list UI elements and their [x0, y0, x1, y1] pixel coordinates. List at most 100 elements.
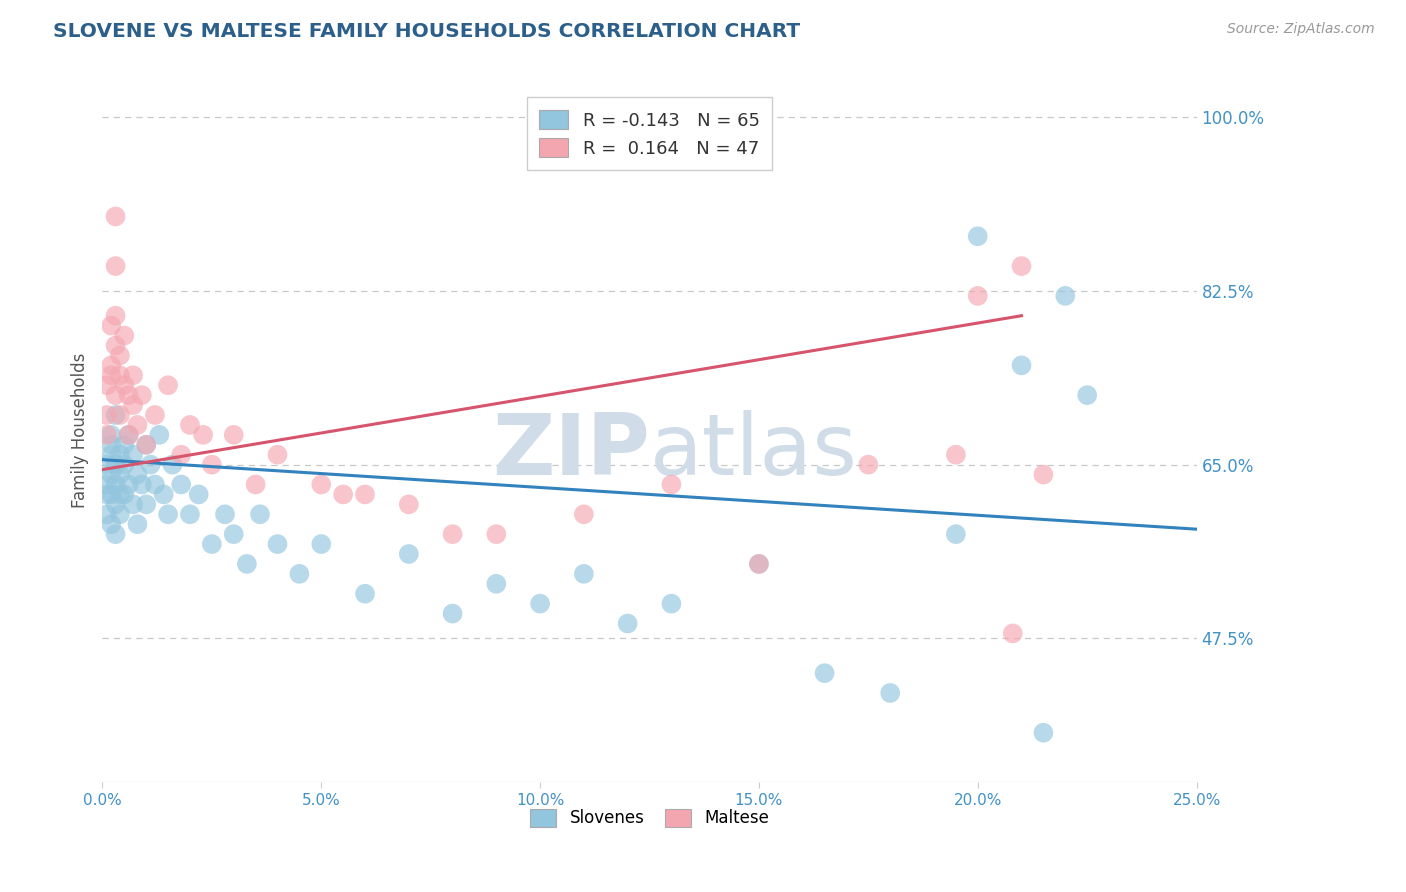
Maltese [96, 408, 118, 422]
Slovenes [96, 508, 118, 522]
Slovenes [162, 458, 184, 472]
Maltese [266, 448, 288, 462]
Maltese [945, 448, 967, 462]
Slovenes [236, 557, 259, 571]
Slovenes [966, 229, 988, 244]
Maltese [572, 508, 595, 522]
Legend: Slovenes, Maltese: Slovenes, Maltese [523, 802, 776, 834]
Slovenes [249, 508, 271, 522]
Slovenes [485, 576, 508, 591]
Slovenes [616, 616, 638, 631]
Slovenes [122, 497, 145, 511]
Slovenes [1054, 289, 1077, 303]
Maltese [222, 428, 245, 442]
Maltese [191, 428, 214, 442]
Maltese [96, 378, 118, 392]
Slovenes [572, 566, 595, 581]
Maltese [108, 348, 131, 362]
Slovenes [309, 537, 332, 551]
Slovenes [100, 438, 122, 452]
Slovenes [945, 527, 967, 541]
Slovenes [100, 487, 122, 501]
Slovenes [187, 487, 209, 501]
Slovenes [96, 487, 118, 501]
Text: SLOVENE VS MALTESE FAMILY HOUSEHOLDS CORRELATION CHART: SLOVENE VS MALTESE FAMILY HOUSEHOLDS COR… [53, 22, 800, 41]
Slovenes [179, 508, 201, 522]
Maltese [157, 378, 180, 392]
Slovenes [127, 517, 149, 532]
Maltese [122, 368, 145, 383]
Maltese [108, 368, 131, 383]
Maltese [332, 487, 354, 501]
Maltese [485, 527, 508, 541]
Maltese [104, 338, 127, 352]
Maltese [858, 458, 880, 472]
Maltese [100, 359, 122, 373]
Maltese [118, 428, 141, 442]
Maltese [1032, 467, 1054, 482]
Text: ZIP: ZIP [492, 409, 650, 492]
Slovenes [201, 537, 224, 551]
Slovenes [100, 448, 122, 462]
Maltese [118, 388, 141, 402]
Slovenes [104, 497, 127, 511]
Maltese [104, 388, 127, 402]
Maltese [127, 417, 149, 432]
Maltese [108, 408, 131, 422]
Slovenes [148, 428, 170, 442]
Slovenes [157, 508, 180, 522]
Slovenes [112, 458, 135, 472]
Slovenes [1011, 359, 1033, 373]
Slovenes [96, 458, 118, 472]
Slovenes [118, 477, 141, 491]
Slovenes [529, 597, 551, 611]
Maltese [1001, 626, 1024, 640]
Slovenes [398, 547, 420, 561]
Slovenes [1076, 388, 1098, 402]
Maltese [398, 497, 420, 511]
Maltese [112, 378, 135, 392]
Maltese [96, 428, 118, 442]
Slovenes [143, 477, 166, 491]
Slovenes [108, 448, 131, 462]
Slovenes [139, 458, 162, 472]
Text: Source: ZipAtlas.com: Source: ZipAtlas.com [1227, 22, 1375, 37]
Slovenes [135, 438, 157, 452]
Y-axis label: Family Households: Family Households [72, 352, 89, 508]
Slovenes [104, 527, 127, 541]
Maltese [966, 289, 988, 303]
Slovenes [108, 467, 131, 482]
Maltese [441, 527, 464, 541]
Maltese [135, 438, 157, 452]
Slovenes [441, 607, 464, 621]
Slovenes [108, 508, 131, 522]
Slovenes [112, 438, 135, 452]
Maltese [309, 477, 332, 491]
Slovenes [222, 527, 245, 541]
Slovenes [214, 508, 236, 522]
Slovenes [135, 497, 157, 511]
Slovenes [108, 487, 131, 501]
Slovenes [118, 428, 141, 442]
Maltese [131, 388, 153, 402]
Slovenes [266, 537, 288, 551]
Maltese [104, 259, 127, 273]
Slovenes [661, 597, 683, 611]
Maltese [179, 417, 201, 432]
Slovenes [354, 587, 377, 601]
Maltese [100, 368, 122, 383]
Slovenes [104, 477, 127, 491]
Slovenes [127, 467, 149, 482]
Maltese [201, 458, 224, 472]
Slovenes [122, 448, 145, 462]
Slovenes [100, 467, 122, 482]
Slovenes [96, 477, 118, 491]
Maltese [170, 448, 193, 462]
Slovenes [152, 487, 174, 501]
Maltese [245, 477, 267, 491]
Slovenes [879, 686, 901, 700]
Slovenes [100, 517, 122, 532]
Slovenes [104, 458, 127, 472]
Slovenes [288, 566, 311, 581]
Maltese [1011, 259, 1033, 273]
